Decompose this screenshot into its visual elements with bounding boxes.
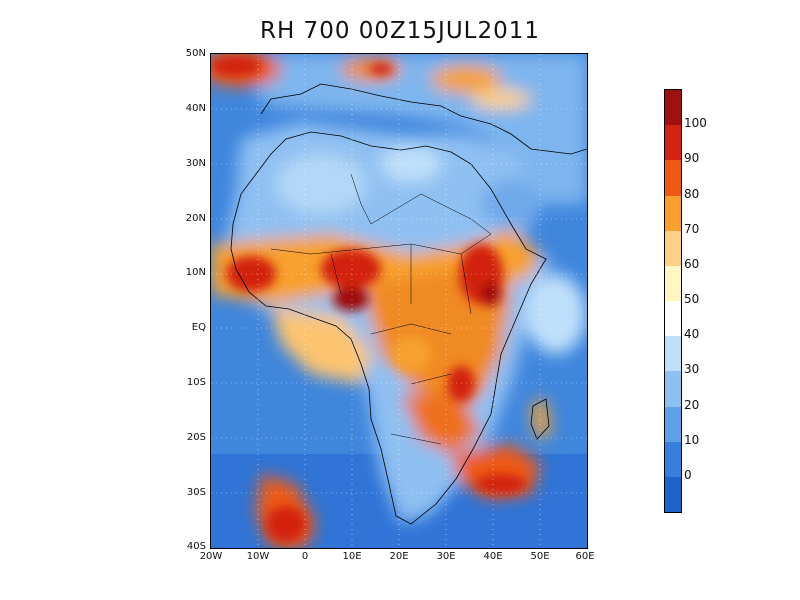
lon-label: 20E	[389, 551, 409, 562]
colorbar	[664, 89, 682, 513]
madagascar-outline	[530, 398, 550, 440]
colorbar-segment	[665, 476, 681, 512]
colorbar-label: 40	[684, 327, 700, 342]
colorbar-label: 90	[684, 151, 700, 166]
humidity-core-field	[211, 56, 526, 542]
colorbar-segment	[665, 195, 681, 232]
lat-label: 10S	[186, 377, 206, 388]
colorbar-segment	[665, 406, 681, 443]
colorbar-segment	[665, 125, 681, 161]
colorbar-segment	[665, 336, 681, 372]
colorbar-label: 10	[684, 432, 700, 447]
rh-map	[210, 53, 588, 549]
colorbar-segment	[665, 301, 681, 337]
lat-label: 30S	[186, 487, 206, 498]
colorbar-label: 50	[684, 292, 700, 306]
lon-label: 50E	[530, 551, 550, 562]
lon-label: 10E	[342, 551, 362, 562]
lat-label: 40S	[186, 541, 206, 552]
colorbar-segment	[665, 371, 681, 407]
colorbar-segment	[665, 160, 681, 196]
colorbar-segment	[665, 265, 681, 302]
lat-label: 30N	[185, 158, 206, 169]
colorbar-segment	[665, 441, 681, 478]
colorbar-label: 0	[684, 467, 692, 482]
lon-label: 60E	[575, 551, 595, 562]
colorbar-segment	[665, 230, 681, 267]
coastline-lines	[230, 83, 587, 525]
colorbar-label: 80	[684, 186, 700, 201]
lon-label: 20W	[199, 551, 223, 562]
colorbar-label: 70	[684, 221, 700, 236]
africa-outline	[230, 131, 547, 525]
lat-label: 20S	[186, 432, 206, 443]
lat-label: 20N	[185, 213, 206, 224]
rh-field-svg	[211, 54, 587, 548]
colorbar-segment	[665, 90, 681, 126]
lat-label: 10N	[185, 267, 206, 278]
lat-label: EQ	[191, 322, 206, 333]
lon-label: 30E	[436, 551, 456, 562]
mediterranean-north-coast	[260, 83, 587, 155]
colorbar-label: 60	[684, 256, 700, 271]
lat-label: 40N	[185, 103, 206, 114]
lat-label: 50N	[185, 48, 206, 59]
map-title: RH 700 00Z15JUL2011	[259, 18, 541, 44]
lon-label: 40E	[483, 551, 503, 562]
lon-label: 0	[301, 551, 309, 562]
colorbar-label: 100	[684, 116, 707, 131]
lon-label: 10W	[246, 551, 270, 562]
colorbar-label: 20	[684, 397, 700, 412]
colorbar-label: 30	[684, 362, 700, 377]
